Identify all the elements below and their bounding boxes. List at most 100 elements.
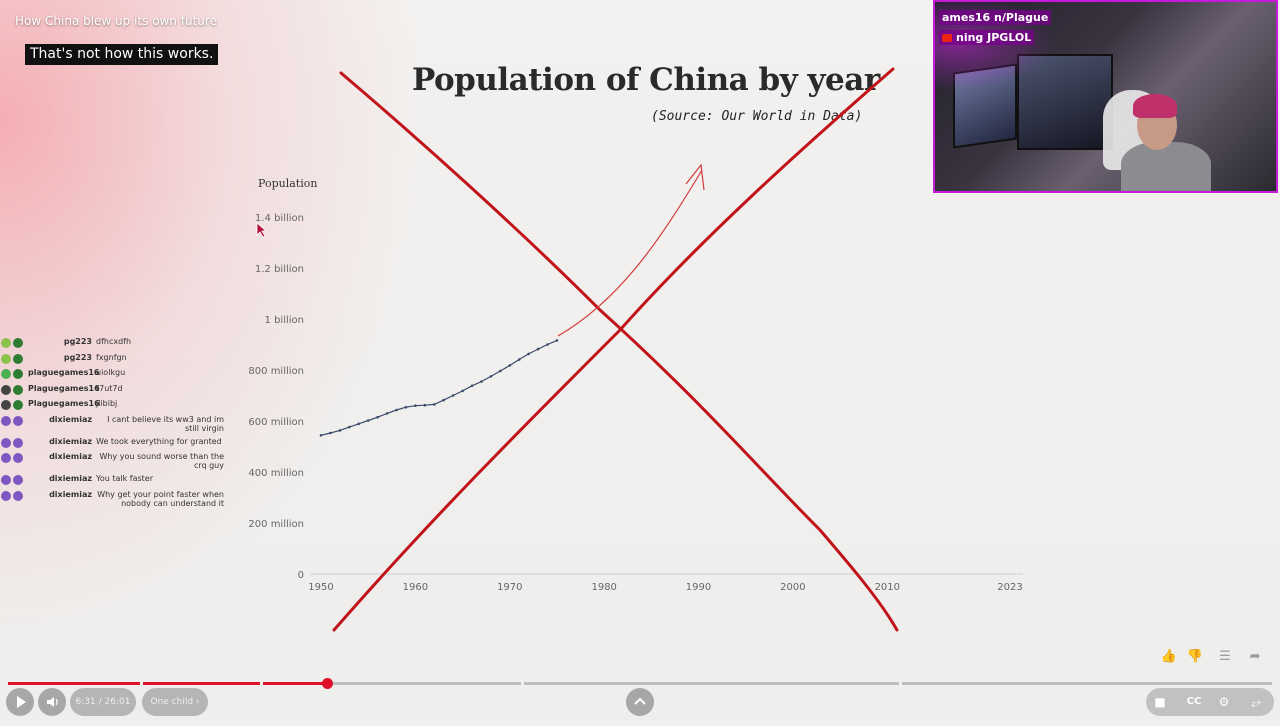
y-tick-label: 600 million	[248, 417, 304, 428]
x-tick-label: 1990	[686, 582, 711, 593]
data-point	[414, 404, 417, 408]
chat-username: Plaguegames16	[28, 383, 100, 393]
chat-text: You talk faster	[96, 474, 154, 483]
chat-badge-icon	[13, 415, 23, 426]
share-icon[interactable]: ➦	[1249, 649, 1261, 664]
y-tick-label: 1 billion	[265, 315, 304, 326]
chat-message: pg223 dfhcxdfh	[0, 337, 226, 353]
data-point	[555, 339, 559, 342]
progress-bar[interactable]	[8, 682, 1272, 685]
chat-username: plaguegames16	[28, 368, 100, 377]
chat-message: pg223 fxgnfgn	[0, 353, 226, 369]
population-data-points	[319, 339, 559, 437]
subtitle-caption: That's not how this works.	[25, 44, 219, 65]
chat-badge-icon	[1, 490, 11, 501]
chapter-button[interactable]: One child ›	[142, 688, 208, 716]
chat-text: I cant believe its ww3 and im still virg…	[107, 414, 224, 433]
chat-text: jlibibj	[96, 399, 118, 408]
data-point	[480, 380, 483, 383]
fullscreen-exit-icon[interactable]: ⥂	[1251, 695, 1261, 709]
chapter-marker	[140, 681, 143, 686]
chat-username: pg223	[63, 337, 92, 346]
chat-badge-icon	[13, 384, 23, 395]
chat-message: dixiemiaz Why you sound worse than the cr…	[0, 452, 226, 474]
data-point	[376, 415, 379, 419]
chat-message: dixiemiaz Why get your point faster when …	[0, 490, 226, 512]
data-point	[338, 429, 342, 432]
chat-username: dixiemiaz	[49, 414, 92, 424]
y-axis-label: Population	[258, 177, 317, 190]
chat-badge-icon	[1, 384, 11, 395]
chat-badge-icon	[1, 353, 11, 364]
progress-bar-played[interactable]	[8, 682, 327, 685]
chat-username: dixiemiaz	[49, 436, 92, 446]
chat-badge-icon	[1, 453, 11, 463]
like-icon[interactable]: 👍	[1160, 649, 1178, 664]
chat-username: dixiemiaz	[49, 489, 92, 499]
volume-button[interactable]	[38, 688, 66, 716]
data-point	[329, 431, 332, 435]
player-controls: 6:31 / 26:01 One child › ■ CC ⚙ ⥂	[0, 670, 1280, 720]
chevron-up-icon	[634, 697, 646, 705]
chat-badge-icon	[1, 369, 11, 379]
x-tick-label: 1970	[497, 582, 522, 593]
chat-badge-icon	[1, 338, 11, 348]
dislike-icon[interactable]: 👎	[1186, 649, 1204, 664]
x-tick-labels: 1950 1960 1970 1980 1990 2000 2010 2023	[308, 582, 1022, 593]
data-point	[433, 403, 436, 406]
settings-gear-icon[interactable]: ⚙	[1218, 695, 1230, 709]
chat-text: dfhcxdfh	[96, 337, 132, 346]
chat-badge-icon	[1, 437, 11, 448]
x-tick-label: 2023	[997, 582, 1022, 593]
chat-message: dixiemiaz I cant believe its ww3 and im s…	[0, 415, 226, 437]
comment-icon[interactable]: ☰	[1219, 649, 1231, 664]
data-point	[461, 389, 464, 393]
play-button[interactable]	[6, 688, 34, 716]
scrubber-handle[interactable]	[321, 678, 333, 689]
data-point	[395, 408, 398, 412]
data-point	[404, 405, 408, 409]
chat-badge-icon	[13, 353, 23, 364]
webcam-tag-1: ames16 n/Plague	[939, 10, 1052, 25]
chat-badge-icon	[13, 453, 23, 463]
data-point	[357, 422, 361, 426]
population-series-line	[320, 339, 558, 436]
chat-message: dixiemiaz You talk faster	[0, 474, 226, 490]
chat-badge-icon	[13, 437, 23, 448]
chat-text: uiolkgu	[96, 368, 126, 377]
data-point	[489, 375, 493, 378]
chat-username: Plaguegames16	[28, 399, 100, 408]
right-controls: ■ CC ⚙ ⥂	[1146, 688, 1274, 716]
data-point	[442, 398, 446, 402]
chat-overlay: pg223 dfhcxdfh pg223 fxgnfgn plaguegames16 ui…	[0, 337, 226, 512]
video-title[interactable]: How China blew up its own future	[15, 14, 217, 28]
chat-badge-icon	[1, 415, 11, 426]
data-point	[517, 358, 521, 361]
captions-icon[interactable]: CC	[1186, 696, 1202, 707]
y-tick-label: 200 million	[248, 519, 304, 530]
time-display: 6:31 / 26:01	[70, 688, 136, 716]
play-icon	[17, 696, 26, 708]
chapter-marker	[899, 681, 902, 686]
chat-message: Plaguegames16 jlibibj	[0, 399, 226, 415]
y-tick-label: 0	[298, 570, 304, 581]
chat-badge-icon	[13, 338, 23, 348]
mouse-cursor-icon	[256, 222, 268, 238]
chat-text: Why get your point faster when nobody ca…	[97, 489, 224, 508]
data-point	[470, 384, 474, 388]
data-point	[499, 369, 502, 373]
pause-indicator-icon[interactable]: ■	[1154, 695, 1166, 709]
x-tick-label: 1960	[403, 582, 428, 593]
expand-up-button[interactable]	[626, 688, 654, 716]
chat-username: dixiemiaz	[49, 452, 92, 461]
chat-badge-icon	[13, 400, 23, 410]
y-tick-label: 1.4 billion	[255, 213, 304, 224]
chat-text: fxgnfgn	[96, 352, 127, 362]
y-tick-label: 800 million	[248, 366, 304, 377]
chapter-marker	[260, 681, 263, 686]
youtube-icon	[942, 34, 952, 42]
chat-badge-icon	[13, 369, 23, 379]
chapter-marker	[521, 681, 524, 686]
webcam-overlay: ames16 n/Plague ning JPGLOL	[933, 0, 1278, 193]
chat-badge-icon	[1, 475, 11, 485]
